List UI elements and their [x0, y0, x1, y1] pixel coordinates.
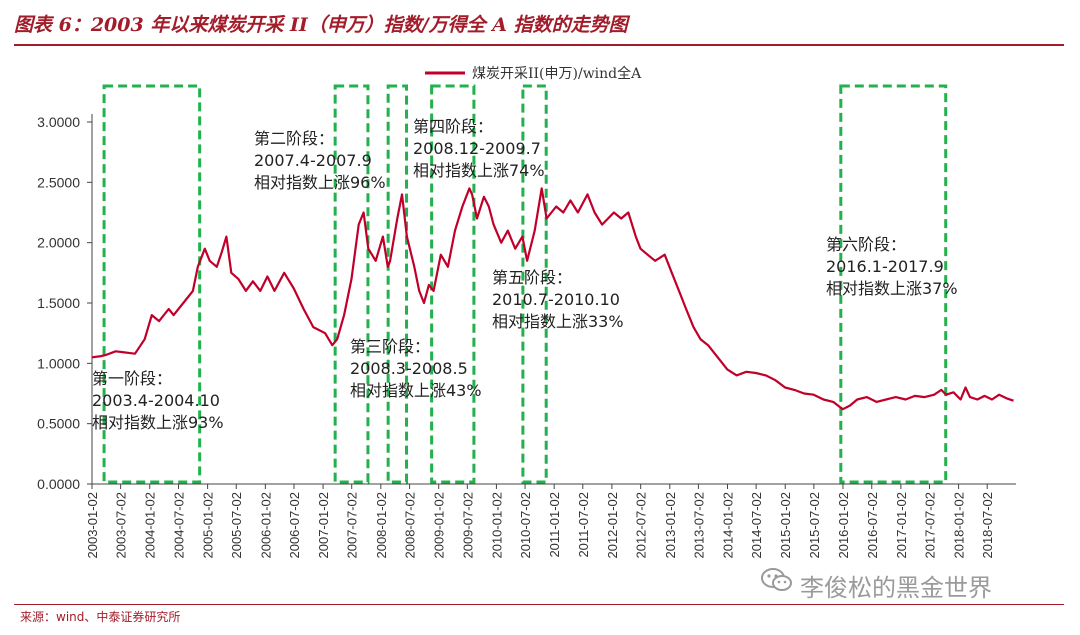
phase-annotation: 第三阶段： 2008.3-2008.5 相对指数上涨43%: [350, 337, 482, 400]
x-tick-label: 2009-07-02: [460, 492, 475, 559]
y-tick-label: 1.0000: [37, 355, 80, 371]
wechat-icon: [761, 568, 792, 591]
phase-annotation-line: 第五阶段：: [492, 268, 572, 287]
x-tick-label: 2004-01-02: [143, 492, 158, 559]
phase-annotation-line: 相对指数上涨96%: [254, 173, 386, 192]
phase-box: [430, 84, 476, 484]
legend: 煤炭开采II(申万)/wind全A: [425, 65, 642, 82]
x-tick-label: 2008-01-02: [374, 492, 389, 559]
phase-annotation-line: 相对指数上涨74%: [413, 161, 545, 180]
x-tick-label: 2007-07-02: [345, 492, 360, 559]
x-tick-label: 2005-07-02: [229, 492, 244, 559]
phase-annotation-line: 2008.3-2008.5: [350, 359, 468, 378]
phase-annotation-line: 2007.4-2007.9: [254, 151, 372, 170]
phase-annotation-line: 第三阶段：: [350, 337, 430, 356]
x-tick-label: 2012-01-02: [605, 492, 620, 559]
watermark-text: 李俊松的黑金世界: [800, 574, 992, 602]
phase-annotation-line: 2010.7-2010.10: [492, 290, 620, 309]
phase-annotation: 第五阶段： 2010.7-2010.10 相对指数上涨33%: [492, 268, 624, 331]
chart-svg: 0.0000 0.5000 1.0000 1.5000 2.0000 2.5000 3.00…: [37, 65, 1016, 559]
source-note: 来源：wind、中泰证券研究所: [20, 610, 181, 624]
phase-annotation: 第四阶段： 2008.12-2009.7 相对指数上涨74%: [413, 117, 545, 180]
phase-annotation-line: 2016.1-2017.9: [826, 257, 944, 276]
phase-annotation-line: 相对指数上涨93%: [92, 413, 224, 432]
x-tick-label: 2013-07-02: [691, 492, 706, 559]
phase-annotation-line: 2008.12-2009.7: [413, 139, 541, 158]
phase-annotation-line: 相对指数上涨43%: [350, 381, 482, 400]
footer-divider: [14, 604, 1064, 605]
x-tick-label: 2011-07-02: [576, 492, 591, 558]
x-tick-label: 2003-07-02: [114, 492, 129, 559]
phase-annotation: 第二阶段： 2007.4-2007.9 相对指数上涨96%: [254, 129, 386, 192]
figure-title: 图表 6：2003 年以来煤炭开采 II（申万）指数/万得全 A 指数的走势图: [14, 8, 1064, 46]
y-tick-label: 0.5000: [37, 416, 80, 432]
phase-annotation-line: 第六阶段：: [826, 235, 906, 254]
x-tick-label: 2011-01-02: [547, 492, 562, 558]
series-line: [91, 187, 1014, 411]
x-tick-label: 2014-07-02: [749, 492, 764, 559]
x-tick-label: 2017-07-02: [922, 492, 937, 559]
x-tick-label: 2014-01-02: [721, 492, 736, 559]
phase-annotation-line: 2003.4-2004.10: [92, 391, 220, 410]
y-tick-label: 0.0000: [37, 476, 80, 492]
x-tick-label: 2015-01-02: [778, 492, 793, 559]
phase-annotation: 第六阶段： 2016.1-2017.9 相对指数上涨37%: [826, 235, 958, 298]
phase-box: [839, 84, 948, 484]
x-tick-label: 2003-01-02: [85, 492, 100, 559]
phase-annotation-line: 第一阶段：: [92, 369, 172, 388]
phase-box: [333, 84, 370, 484]
x-tick-label: 2018-01-02: [952, 492, 967, 559]
x-tick-label: 2007-01-02: [316, 492, 331, 559]
x-tick-label: 2009-01-02: [432, 492, 447, 559]
x-tick-label: 2008-07-02: [403, 492, 418, 559]
phase-annotation-line: 相对指数上涨37%: [826, 279, 958, 298]
x-tick-label: 2017-01-02: [894, 492, 909, 559]
phase-box: [102, 84, 202, 484]
phase-annotation-line: 第二阶段：: [254, 129, 334, 148]
x-tick-label: 2016-07-02: [865, 492, 880, 559]
x-tick-label: 2006-07-02: [287, 492, 302, 559]
x-tick-label: 2004-07-02: [172, 492, 187, 559]
x-tick-label: 2006-01-02: [258, 492, 273, 559]
phase-annotation: 第一阶段： 2003.4-2004.10 相对指数上涨93%: [92, 369, 224, 432]
x-tick-label: 2012-07-02: [634, 492, 649, 559]
phase-annotation-line: 第四阶段：: [413, 117, 493, 136]
x-tick-label: 2018-07-02: [980, 492, 995, 559]
phase-annotation-line: 相对指数上涨33%: [492, 312, 624, 331]
x-tick-label: 2015-07-02: [807, 492, 822, 559]
watermark: 李俊松的黑金世界: [752, 560, 1062, 602]
phase-box: [386, 84, 409, 484]
y-tick-label: 2.0000: [37, 235, 80, 251]
x-tick-label: 2005-01-02: [201, 492, 216, 559]
x-tick-label: 2013-01-02: [663, 492, 678, 559]
x-tick-label: 2010-07-02: [518, 492, 533, 559]
y-tick-label: 1.5000: [37, 295, 80, 311]
y-tick-label: 3.0000: [37, 114, 80, 130]
x-tick-label: 2010-01-02: [489, 492, 504, 558]
x-tick-label: 2016-01-02: [836, 492, 851, 559]
legend-label: 煤炭开采II(申万)/wind全A: [472, 65, 642, 82]
y-tick-label: 2.5000: [37, 174, 80, 190]
